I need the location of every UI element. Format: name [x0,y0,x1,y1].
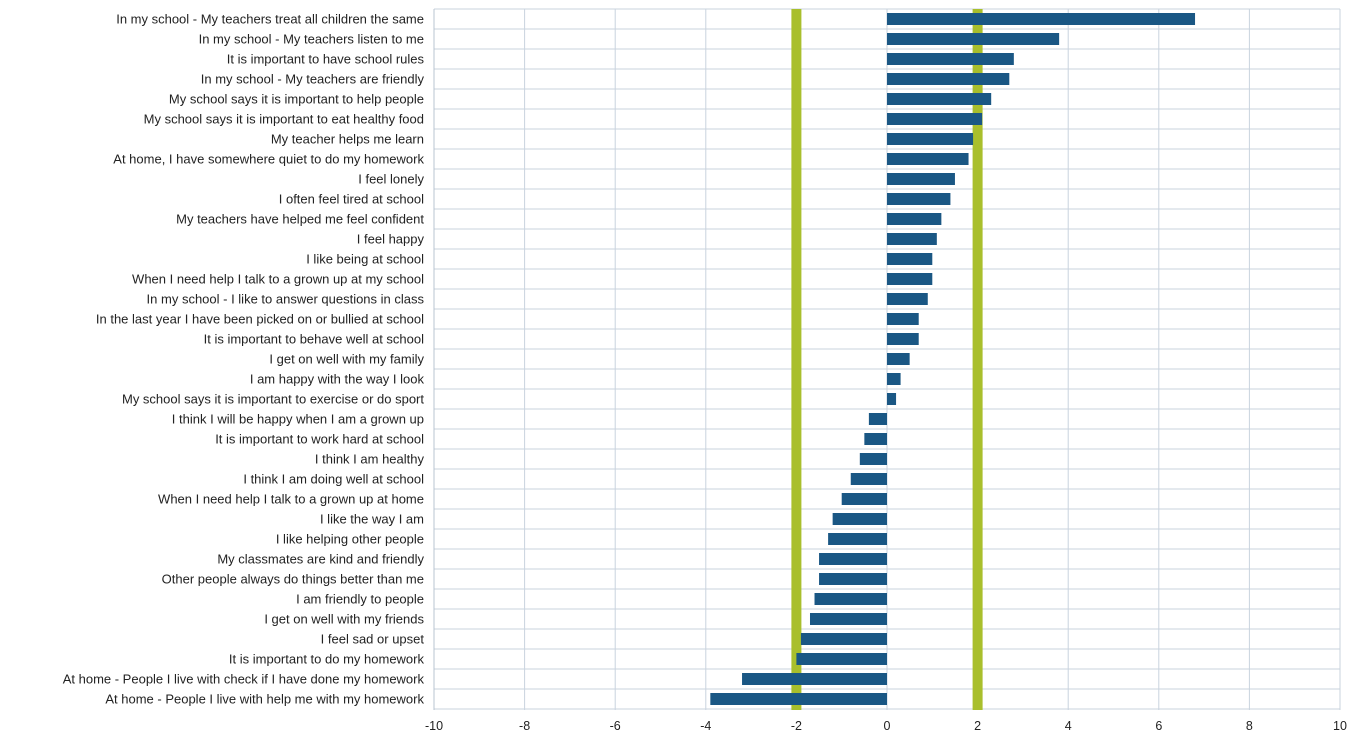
category-label: When I need help I talk to a grown up at… [158,492,424,507]
bar [887,313,919,325]
bar [887,213,942,225]
category-label: In my school - My teachers are friendly [201,72,425,87]
bar [841,493,887,505]
category-label: My school says it is important to exerci… [122,392,424,407]
category-label: It is important to do my homework [229,652,425,667]
x-tick-label: 6 [1155,719,1162,733]
category-label: I feel lonely [358,172,424,187]
bar [814,593,887,605]
bar [809,613,887,625]
bar [887,373,901,385]
bar [859,453,887,465]
category-label: When I need help I talk to a grown up at… [132,272,424,287]
bars [710,13,1196,705]
category-label: I get on well with my family [269,352,424,367]
category-labels: In my school - My teachers treat all chi… [63,12,425,707]
category-label: I think I am healthy [315,452,425,467]
bar [887,233,937,245]
reference-lines [791,9,983,710]
category-label: I am friendly to people [296,592,424,607]
bar [832,513,887,525]
bar [887,73,1010,85]
x-tick-label: -6 [610,719,621,733]
bar [887,293,928,305]
bar [796,653,887,665]
category-label: My school says it is important to eat he… [144,112,424,127]
x-tick-label: -8 [519,719,530,733]
bar [887,193,951,205]
category-label: I often feel tired at school [279,192,424,207]
bar [887,173,955,185]
x-tick-label: -4 [700,719,711,733]
x-tick-label: 2 [974,719,981,733]
x-tick-label: 8 [1246,719,1253,733]
bar [887,333,919,345]
category-label: It is important to behave well at school [204,332,425,347]
category-label: Other people always do things better tha… [162,572,424,587]
bar [850,473,887,485]
x-tick-label: -10 [425,719,443,733]
x-tick-labels: -10 -8 -6 -4 -2 0 2 4 6 8 10 [425,719,1347,733]
reference-line [791,9,802,710]
category-label: I get on well with my friends [264,612,424,627]
category-label: I feel happy [357,232,425,247]
category-label: It is important to work hard at school [215,432,424,447]
bar [887,273,933,285]
category-label: I like the way I am [320,512,424,527]
category-label: I feel sad or upset [321,632,425,647]
bar [887,393,897,405]
bar [742,673,887,685]
category-label: My classmates are kind and friendly [217,552,424,567]
x-tick-label: 4 [1065,719,1072,733]
bar [710,693,887,705]
bar [887,113,983,125]
bar [887,253,933,265]
category-label: At home, I have somewhere quiet to do my… [113,152,424,167]
category-label: In my school - My teachers listen to me [199,32,424,47]
bar [887,33,1060,45]
category-label: My school says it is important to help p… [169,92,424,107]
category-label: I think I will be happy when I am a grow… [172,412,424,427]
x-tick-label: 0 [884,719,891,733]
bar [828,533,887,545]
category-label: I like helping other people [276,532,424,547]
bar [887,153,969,165]
bar [819,573,887,585]
bar [864,433,887,445]
category-label: My teachers have helped me feel confiden… [176,212,424,227]
category-label: In the last year I have been picked on o… [96,312,424,327]
bar [800,633,887,645]
category-label: I like being at school [306,252,424,267]
category-label: It is important to have school rules [227,52,425,67]
category-label: At home - People I live with check if I … [63,672,425,687]
category-label: My teacher helps me learn [271,132,424,147]
bar [887,13,1196,25]
bar [819,553,887,565]
category-label: I am happy with the way I look [250,372,425,387]
bar [887,353,910,365]
category-label: In my school - My teachers treat all chi… [116,12,424,27]
x-tick-label: 10 [1333,719,1347,733]
category-label: I think I am doing well at school [243,472,424,487]
x-tick-label: -2 [791,719,802,733]
category-label: In my school - I like to answer question… [147,292,425,307]
category-label: At home - People I live with help me wit… [105,692,424,707]
bar [887,53,1014,65]
reference-line [972,9,983,710]
bar [887,93,992,105]
bar [868,413,887,425]
grid [433,8,1341,710]
bar [887,133,974,145]
